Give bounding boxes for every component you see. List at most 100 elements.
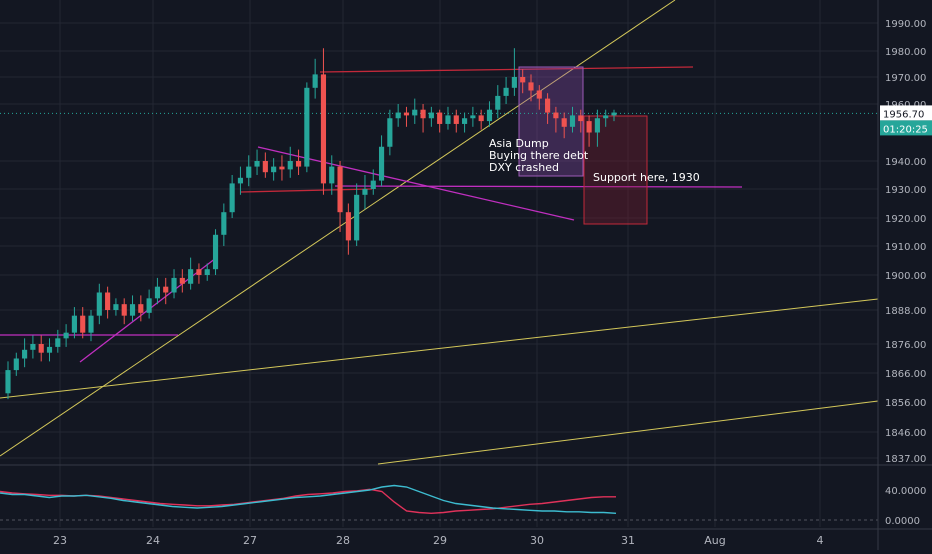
yellow-channel-line-lower: [377, 400, 879, 465]
candles: [5, 48, 617, 400]
candle-body-1: [13, 358, 19, 371]
price-tick-label-1: 1980.00: [885, 47, 926, 58]
time-tick-label-6: 31: [621, 534, 635, 547]
price-tick-label-11: 1866.00: [885, 369, 926, 380]
price-tick-label-12: 1856.00: [885, 398, 926, 409]
osc-line-red: [0, 488, 616, 515]
annotation-asia-line-1: Buying there debt: [489, 149, 589, 162]
candle-body-41: [345, 212, 351, 241]
candle-body-32: [271, 166, 277, 173]
candle-body-60: [503, 87, 509, 96]
candle-body-44: [370, 180, 376, 189]
candle-body-6: [55, 338, 61, 347]
osc-tick-label-0: 40.0000: [885, 486, 926, 497]
candle-body-5: [46, 346, 53, 353]
candle-body-46: [387, 118, 393, 147]
candle-body-73: [611, 112, 617, 116]
candle-body-49: [412, 109, 418, 116]
candle-body-50: [420, 109, 426, 119]
candle-body-56: [470, 115, 476, 119]
candle-body-58: [486, 109, 493, 122]
candle-body-53: [445, 115, 451, 124]
osc-line-cyan: [0, 484, 617, 514]
candle-body-48: [403, 112, 410, 116]
candle-body-17: [146, 298, 152, 313]
candle-body-47: [395, 112, 401, 119]
candle-body-66: [553, 112, 559, 119]
candle-body-33: [279, 166, 285, 170]
candle-body-35: [295, 161, 302, 167]
price-tick-label-10: 1876.00: [885, 340, 926, 351]
candle-body-10: [88, 315, 94, 333]
candle-body-37: [312, 74, 318, 88]
candle-body-45: [378, 146, 385, 181]
candle-body-59: [495, 95, 501, 110]
candle-body-29: [246, 166, 252, 178]
candle-body-40: [337, 166, 343, 213]
candle-body-14: [121, 304, 127, 316]
time-tick-label-7: Aug: [704, 534, 725, 547]
candle-body-70: [586, 121, 592, 133]
candle-body-39: [329, 166, 335, 184]
candle-body-63: [528, 82, 534, 91]
price-tick-label-2: 1970.00: [885, 73, 926, 84]
candle-body-11: [96, 292, 102, 316]
candle-body-72: [603, 115, 609, 119]
time-tick-label-8: 4: [817, 534, 824, 547]
last-price-badge: [880, 105, 932, 121]
candle-body-22: [188, 269, 194, 284]
candle-body-7: [63, 332, 69, 339]
candle-body-18: [154, 286, 160, 299]
time-tick-label-4: 29: [433, 534, 447, 547]
candle-body-68: [569, 115, 576, 127]
candle-body-3: [30, 344, 36, 350]
candle-body-57: [478, 115, 484, 122]
candle-body-26: [221, 212, 227, 235]
yellow-uptrend-line: [0, 0, 676, 457]
candle-body-71: [594, 118, 600, 133]
price-tick-label-6: 1920.00: [885, 214, 926, 225]
price-tick-label-7: 1910.00: [885, 242, 926, 253]
candle-body-16: [138, 304, 144, 313]
grid: [0, 0, 878, 527]
candle-body-62: [520, 77, 526, 83]
candle-body-30: [254, 161, 260, 167]
candle-body-69: [578, 115, 584, 122]
yellow-channel-line-upper: [0, 298, 879, 399]
oscillator-pane: [0, 484, 878, 521]
time-tick-label-3: 28: [336, 534, 350, 547]
candle-body-65: [545, 98, 551, 113]
candle-body-23: [196, 269, 202, 275]
candle-body-21: [179, 277, 185, 284]
price-tick-label-4: 1940.00: [885, 157, 926, 168]
last-price-label: 1956.70: [883, 109, 924, 120]
annotation-support-line-0: Support here, 1930: [593, 171, 700, 184]
candle-body-12: [105, 292, 111, 310]
osc-tick-label-1: 0.0000: [885, 516, 920, 527]
candle-body-13: [113, 304, 119, 310]
candle-body-51: [428, 112, 434, 119]
candle-body-20: [171, 277, 177, 293]
candle-body-0: [5, 370, 11, 394]
red-short-line: [240, 188, 373, 193]
candle-body-24: [204, 269, 210, 275]
magenta-trend-down: [257, 146, 575, 221]
red-zone-box: [583, 115, 648, 225]
drawings-back: [0, 0, 879, 465]
candle-body-25: [212, 234, 219, 270]
price-tick-label-0: 1990.00: [885, 19, 926, 30]
candle-body-8: [71, 315, 77, 333]
candle-body-34: [287, 161, 293, 170]
candle-body-4: [38, 344, 44, 353]
time-tick-label-0: 23: [53, 534, 67, 547]
candle-body-61: [511, 77, 517, 88]
candle-body-31: [262, 161, 268, 173]
price-tick-label-13: 1846.00: [885, 428, 926, 439]
candle-body-67: [561, 118, 567, 127]
price-tick-label-5: 1930.00: [885, 185, 926, 196]
candle-body-27: [229, 183, 235, 213]
